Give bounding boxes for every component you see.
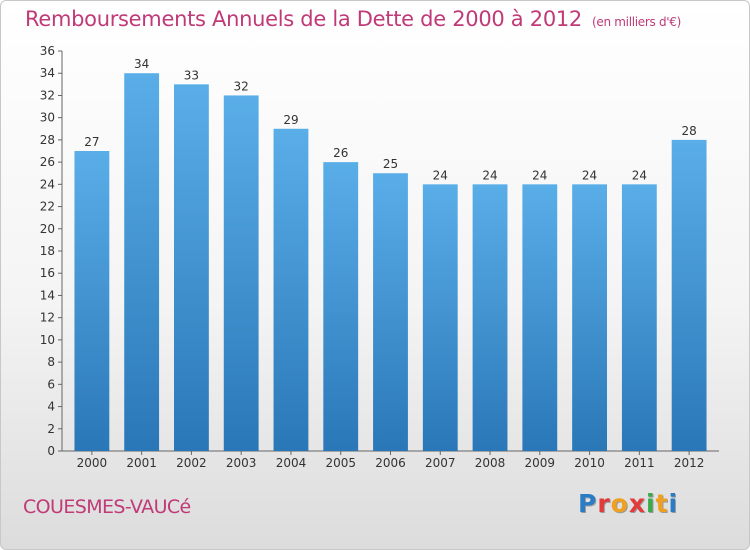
x-tick-label: 2009 <box>525 456 556 470</box>
y-tick-label: 30 <box>40 111 55 125</box>
y-tick-label: 34 <box>40 66 55 80</box>
bar <box>124 73 160 451</box>
bar <box>223 95 259 451</box>
y-tick-label: 14 <box>40 288 55 302</box>
x-tick-label: 2008 <box>475 456 506 470</box>
y-tick-label: 2 <box>47 422 55 436</box>
x-tick-label: 2003 <box>226 456 257 470</box>
bar <box>74 151 110 451</box>
chart-unit: (en milliers d'€) <box>592 15 682 29</box>
y-tick-label: 20 <box>40 222 55 236</box>
data-label: 24 <box>632 168 647 182</box>
data-label: 32 <box>234 79 249 93</box>
x-tick-label: 2006 <box>375 456 406 470</box>
x-tick-label: 2005 <box>325 456 356 470</box>
x-tick-label: 2007 <box>425 456 456 470</box>
y-tick-label: 32 <box>40 88 55 102</box>
proxiti-logo: Proxiti <box>578 489 679 518</box>
x-tick-label: 2010 <box>574 456 605 470</box>
bar <box>373 173 408 451</box>
y-tick-label: 4 <box>47 400 55 414</box>
y-tick-label: 36 <box>40 44 55 58</box>
y-tick-label: 10 <box>40 333 55 347</box>
bar <box>174 84 209 451</box>
x-tick-label: 2001 <box>126 456 157 470</box>
bar <box>472 184 508 452</box>
bar <box>621 184 657 452</box>
y-tick-label: 0 <box>47 444 55 458</box>
y-tick-label: 24 <box>40 177 55 191</box>
y-tick-label: 26 <box>40 155 55 169</box>
data-label: 26 <box>333 146 348 160</box>
y-tick-label: 12 <box>40 311 55 325</box>
y-tick-label: 22 <box>40 200 55 214</box>
commune-name: COUESMES-VAUCé <box>23 496 191 518</box>
data-label: 24 <box>482 168 497 182</box>
bar <box>323 162 359 451</box>
data-label: 24 <box>433 168 448 182</box>
y-tick-label: 16 <box>40 266 55 280</box>
y-tick-label: 18 <box>40 244 55 258</box>
bar <box>671 139 707 451</box>
data-label: 34 <box>134 57 149 71</box>
x-tick-label: 2004 <box>276 456 307 470</box>
chart-title: Remboursements Annuels de la Dette de 20… <box>25 7 681 31</box>
data-label: 33 <box>184 68 199 82</box>
chart-title-text: Remboursements Annuels de la Dette de 20… <box>25 7 582 31</box>
data-label: 27 <box>84 135 99 149</box>
data-label: 28 <box>681 124 696 138</box>
data-label: 24 <box>582 168 597 182</box>
y-tick-label: 6 <box>47 377 55 391</box>
y-tick-label: 28 <box>40 133 55 147</box>
data-label: 24 <box>532 168 547 182</box>
data-label: 25 <box>383 157 398 171</box>
bar <box>522 184 558 452</box>
y-tick-label: 8 <box>47 355 55 369</box>
bar <box>572 184 607 452</box>
x-tick-label: 2002 <box>176 456 207 470</box>
x-tick-label: 2012 <box>674 456 705 470</box>
bar <box>422 184 458 452</box>
x-tick-label: 2011 <box>624 456 655 470</box>
bar <box>273 128 309 451</box>
x-tick-label: 2000 <box>77 456 108 470</box>
data-label: 29 <box>283 113 298 127</box>
